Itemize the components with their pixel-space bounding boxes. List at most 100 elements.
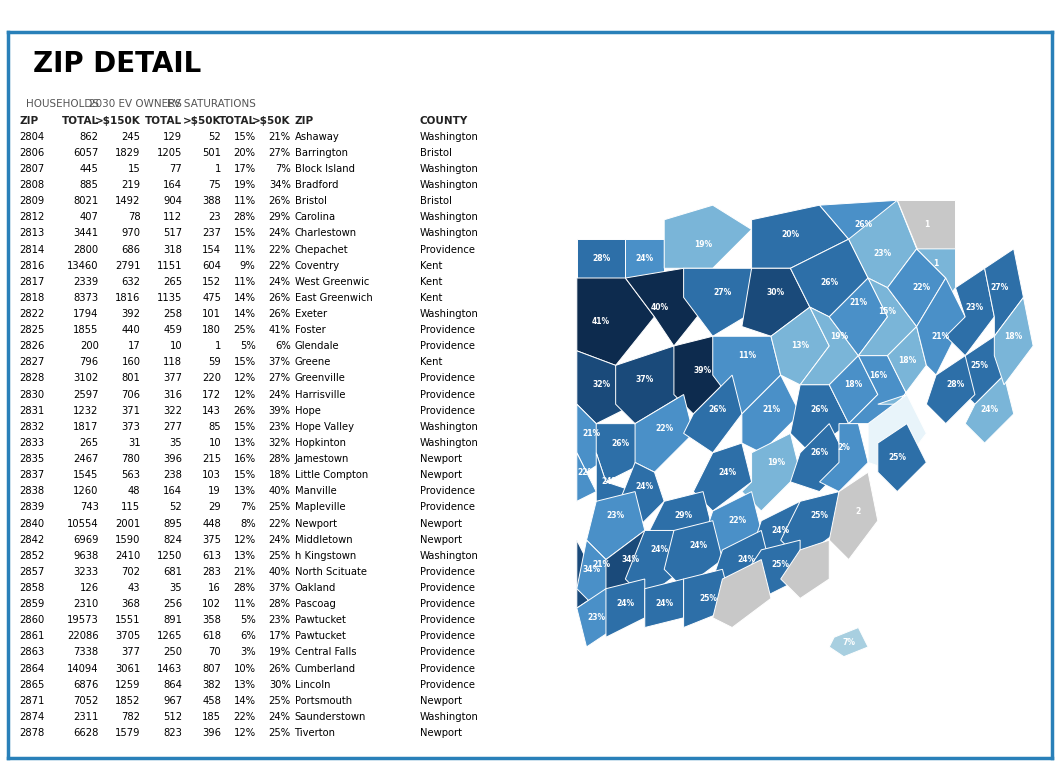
Text: 256: 256 (163, 599, 182, 609)
Text: 28%: 28% (233, 212, 255, 222)
Text: Kent: Kent (420, 358, 442, 367)
Text: 6%: 6% (240, 631, 255, 641)
Text: 823: 823 (163, 728, 182, 738)
Text: 2814: 2814 (19, 244, 45, 254)
Text: Foster: Foster (295, 325, 325, 335)
Polygon shape (742, 433, 800, 511)
Text: 5%: 5% (240, 615, 255, 625)
Polygon shape (577, 239, 625, 278)
Polygon shape (926, 356, 975, 423)
Polygon shape (625, 268, 712, 346)
Text: 21%: 21% (233, 567, 255, 577)
Polygon shape (665, 521, 723, 589)
Text: 34%: 34% (582, 565, 600, 574)
Text: 25%: 25% (772, 560, 790, 569)
Text: Greene: Greene (295, 358, 331, 367)
Text: 3233: 3233 (73, 567, 99, 577)
Text: 22%: 22% (268, 261, 290, 270)
Text: >$50K: >$50K (182, 115, 222, 125)
Text: 200: 200 (80, 342, 99, 351)
Text: 19%: 19% (233, 180, 255, 190)
Text: Saunderstown: Saunderstown (295, 712, 366, 722)
Text: 388: 388 (202, 196, 222, 206)
Text: 448: 448 (202, 519, 222, 529)
Text: 368: 368 (122, 599, 140, 609)
Text: 6%: 6% (275, 342, 290, 351)
Text: Portsmouth: Portsmouth (295, 696, 352, 706)
Polygon shape (994, 297, 1034, 385)
Text: 17%: 17% (233, 164, 255, 174)
Text: Washington: Washington (420, 164, 479, 174)
Text: 37%: 37% (268, 583, 290, 593)
Text: Bristol: Bristol (420, 147, 452, 158)
Text: 24%: 24% (719, 468, 737, 477)
Polygon shape (606, 530, 654, 608)
Text: Barrington: Barrington (295, 147, 348, 158)
Text: Newport: Newport (420, 470, 462, 480)
Text: Providence: Providence (420, 631, 475, 641)
Text: 238: 238 (163, 470, 182, 480)
Polygon shape (712, 530, 771, 598)
Text: 7338: 7338 (73, 647, 99, 658)
Text: Providence: Providence (420, 390, 475, 400)
Text: Providence: Providence (420, 680, 475, 690)
Text: 440: 440 (122, 325, 140, 335)
Text: Newport: Newport (295, 519, 336, 529)
Text: 26%: 26% (268, 309, 290, 319)
Text: 2835: 2835 (19, 454, 45, 464)
Text: 11%: 11% (738, 351, 756, 360)
Text: 1579: 1579 (114, 728, 140, 738)
Polygon shape (829, 278, 887, 356)
Text: 2830: 2830 (19, 390, 45, 400)
Polygon shape (665, 206, 752, 268)
Text: 1855: 1855 (73, 325, 99, 335)
Text: 782: 782 (122, 712, 140, 722)
Text: 24%: 24% (738, 555, 756, 564)
Polygon shape (712, 559, 771, 627)
Text: 1551: 1551 (114, 615, 140, 625)
Text: 2852: 2852 (19, 551, 45, 561)
Polygon shape (635, 394, 693, 472)
Text: Providence: Providence (420, 374, 475, 384)
Text: Pascoag: Pascoag (295, 599, 335, 609)
Text: 377: 377 (122, 647, 140, 658)
Text: 7%: 7% (275, 164, 290, 174)
Text: 27%: 27% (713, 288, 731, 297)
Polygon shape (577, 589, 616, 647)
Text: h Kingstown: h Kingstown (295, 551, 356, 561)
Text: Newport: Newport (420, 454, 462, 464)
Text: 796: 796 (80, 358, 99, 367)
Text: 6628: 6628 (73, 728, 99, 738)
Text: 2467: 2467 (73, 454, 99, 464)
Text: 2791: 2791 (114, 261, 140, 270)
Text: TOTAL: TOTAL (61, 115, 99, 125)
Text: 1260: 1260 (73, 487, 99, 497)
Text: Manville: Manville (295, 487, 336, 497)
Text: 35: 35 (170, 438, 182, 448)
Text: 24%: 24% (268, 390, 290, 400)
Text: 41%: 41% (593, 317, 611, 326)
Text: 28%: 28% (233, 583, 255, 593)
Text: 15%: 15% (233, 228, 255, 238)
Text: 19573: 19573 (67, 615, 99, 625)
Text: COUNTY: COUNTY (420, 115, 469, 125)
Polygon shape (684, 375, 742, 453)
Text: 3102: 3102 (73, 374, 99, 384)
Text: 17: 17 (127, 342, 140, 351)
Text: 377: 377 (163, 374, 182, 384)
Text: 371: 371 (122, 406, 140, 416)
Text: 2838: 2838 (19, 487, 45, 497)
Text: 7052: 7052 (73, 696, 99, 706)
Text: 28%: 28% (947, 380, 965, 390)
Text: 2804: 2804 (19, 131, 45, 141)
Text: Newport: Newport (420, 728, 462, 738)
Text: 19%: 19% (830, 332, 848, 341)
Text: Kent: Kent (420, 277, 442, 286)
Text: Providence: Providence (420, 325, 475, 335)
Text: 864: 864 (163, 680, 182, 690)
Text: 3061: 3061 (116, 664, 140, 674)
Text: 26%: 26% (811, 405, 829, 413)
Text: 5%: 5% (240, 342, 255, 351)
Polygon shape (878, 423, 926, 491)
Text: 1135: 1135 (157, 293, 182, 303)
